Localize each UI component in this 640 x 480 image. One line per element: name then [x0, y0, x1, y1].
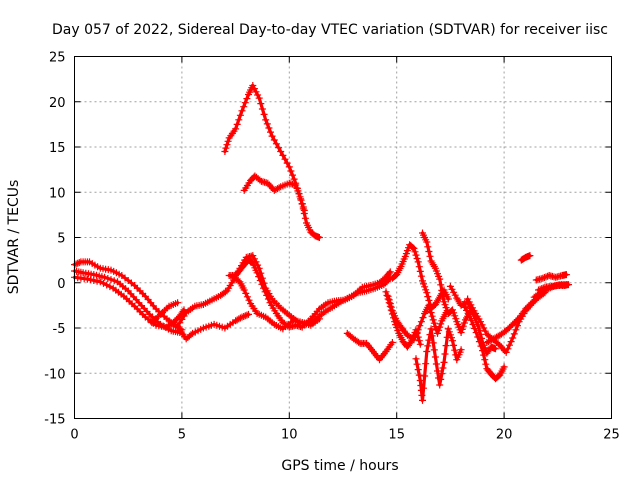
y-tick-label: 20 — [49, 96, 66, 111]
series-markers-s5 — [176, 310, 252, 343]
data-series — [71, 82, 572, 404]
y-tick-label: -15 — [44, 413, 65, 428]
series-markers-s10 — [240, 172, 308, 214]
axis-ticks: 0 5 10 15 20 25 -15 -10 -5 0 5 10 15 20 25 — [44, 51, 620, 443]
series-markers-s16 — [419, 229, 474, 336]
x-tick-label: 5 — [178, 428, 186, 443]
series-markers-s21 — [517, 252, 534, 264]
y-tick-label: 5 — [57, 232, 65, 247]
y-tick-label: 0 — [57, 277, 65, 292]
y-tick-label: -10 — [44, 367, 65, 382]
x-tick-label: 20 — [496, 428, 513, 443]
series-markers-s14 — [384, 292, 450, 344]
y-tick-label: -5 — [53, 322, 66, 337]
series-markers-s4 — [148, 299, 182, 327]
y-tick-label: 25 — [49, 51, 66, 66]
series-markers-s18 — [459, 301, 508, 383]
x-tick-label: 15 — [388, 428, 405, 443]
x-axis-label: GPS time / hours — [281, 458, 398, 474]
series-markers-s15 — [412, 325, 465, 404]
series-markers-s22 — [532, 271, 570, 284]
chart-title: Day 057 of 2022, Sidereal Day-to-day VTE… — [52, 22, 608, 38]
x-tick-label: 0 — [70, 428, 78, 443]
y-axis-label: SDTVAR / TECUs — [6, 180, 22, 295]
y-tick-label: 15 — [49, 141, 66, 156]
series-markers-s24 — [530, 281, 570, 301]
series-markers-s8 — [230, 273, 323, 333]
grid — [74, 56, 612, 419]
x-tick-label: 25 — [603, 428, 620, 443]
x-tick-label: 10 — [281, 428, 298, 443]
series-markers-s11 — [343, 329, 396, 364]
y-tick-label: 10 — [49, 186, 66, 201]
